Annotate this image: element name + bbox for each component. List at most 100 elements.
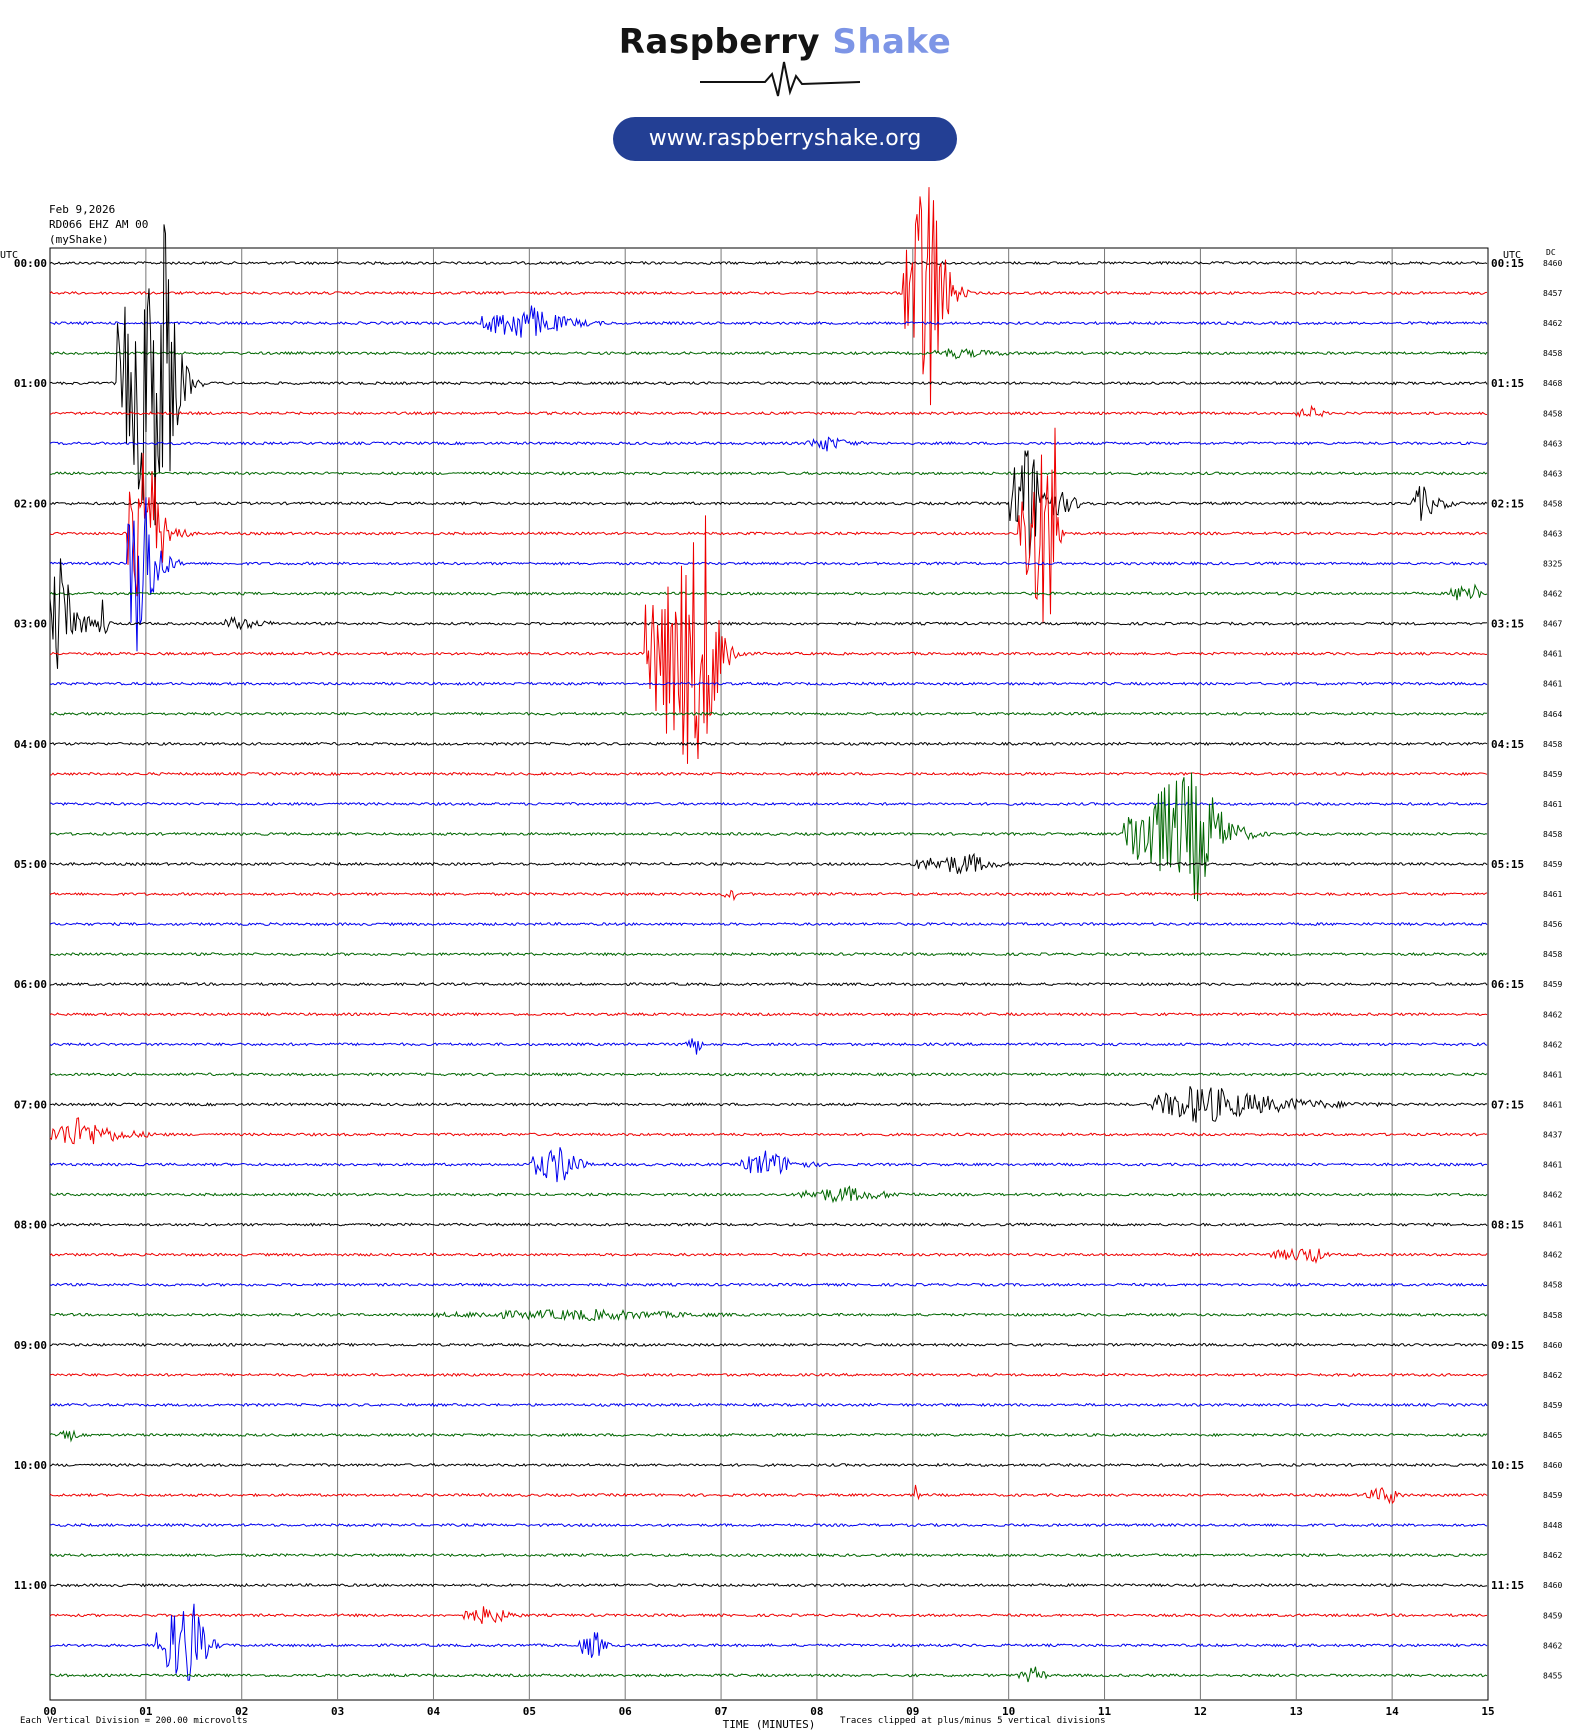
trace-line-22 [49,921,1488,927]
brand-wordmark: Raspberry Shake [0,22,1570,62]
website-url-badge[interactable]: www.raspberryshake.org [613,117,957,161]
x-tick-label: 15 [1481,1705,1494,1718]
left-hour-label: 04:00 [14,738,47,751]
trace-line-23 [49,951,1488,957]
trace-line-38 [49,1402,1488,1408]
trace-line-6 [49,436,1488,452]
dc-offset-label: 8448 [1543,1521,1562,1530]
record-date: Feb 9,2026 [49,203,116,216]
x-tick-label: 11 [1098,1705,1112,1718]
trace-line-46 [49,1603,1488,1681]
left-hour-label: 01:00 [14,377,47,390]
trace-line-9 [49,427,1488,624]
dc-offset-label: 8462 [1543,1191,1562,1200]
dc-offset-label: 8458 [1543,499,1562,508]
x-tick-label: 12 [1194,1705,1207,1718]
network-name: (myShake) [49,233,109,246]
trace-line-1 [49,187,1488,406]
trace-line-7 [49,471,1488,476]
trace-line-14 [49,681,1488,686]
trace-line-11 [49,583,1488,601]
brand-word-raspberry: Raspberry [618,22,821,62]
dc-offset-label: 8457 [1543,289,1562,298]
x-tick-label: 09 [906,1705,919,1718]
right-hour-label: 05:15 [1491,858,1524,871]
trace-line-36 [49,1342,1488,1348]
dc-offset-label: 8462 [1543,1551,1562,1560]
scale-note: Each Vertical Division = 200.00 microvol… [20,1716,248,1726]
dc-offset-label: 8461 [1543,1070,1562,1079]
dc-offset-label: 8461 [1543,800,1562,809]
dc-offset-label: 8459 [1543,980,1562,989]
x-tick-label: 07 [714,1705,727,1718]
trace-line-42 [49,1522,1488,1528]
right-hour-label: 04:15 [1491,738,1524,751]
dc-offset-label: 8460 [1543,1581,1562,1590]
left-utc-label: UTC [0,250,18,261]
dc-offset-label: 8464 [1543,710,1562,719]
dc-offset-label: 8458 [1543,830,1562,839]
left-hour-label: 05:00 [14,858,47,871]
right-hour-label: 02:15 [1491,497,1524,510]
trace-line-3 [49,348,1488,360]
x-tick-label: 10 [1002,1705,1015,1718]
left-hour-label: 07:00 [14,1098,47,1111]
dc-offset-label: 8458 [1543,349,1562,358]
x-tick-label: 01 [139,1705,153,1718]
trace-line-28 [49,1086,1488,1123]
dc-offset-label: 8437 [1543,1130,1562,1139]
left-hour-label: 02:00 [14,497,47,510]
dc-offset-label: 8461 [1543,680,1562,689]
trace-line-34 [49,1282,1488,1287]
right-utc-label: UTC [1503,250,1521,261]
dc-offset-label: 8462 [1543,319,1562,328]
dc-offset-label: 8458 [1543,1281,1562,1290]
left-hour-label: 10:00 [14,1459,47,1472]
left-hour-label: 08:00 [14,1219,47,1232]
right-hour-label: 09:15 [1491,1339,1524,1352]
dc-offset-label: 8463 [1543,529,1562,538]
trace-line-39 [49,1429,1488,1443]
trace-line-13 [49,515,1488,764]
left-hour-label: 00:00 [14,257,47,270]
left-hour-label: 03:00 [14,618,47,631]
dc-offset-label: 8468 [1543,379,1562,388]
record-header: Feb 9,2026 RD066 EHZ AM 00 (myShake) [49,202,148,247]
trace-line-29 [49,1117,1488,1145]
left-hour-label: 11:00 [14,1579,47,1592]
right-hour-label: 07:15 [1491,1098,1524,1111]
dc-offset-label: 8462 [1543,1040,1562,1049]
dc-offset-label: 8461 [1543,890,1562,899]
dc-offset-label: 8462 [1543,1641,1562,1650]
clip-note: Traces clipped at plus/minus 5 vertical … [840,1716,1106,1726]
x-tick-label: 13 [1290,1705,1303,1718]
left-hour-label: 06:00 [14,978,47,991]
dc-offset-label: 8458 [1543,950,1562,959]
trace-line-17 [49,771,1488,777]
trace-line-41 [49,1484,1488,1505]
trace-line-47 [49,1666,1488,1683]
dc-offset-label: 8461 [1543,1100,1562,1109]
trace-line-16 [49,741,1488,747]
dc-offset-label: 8462 [1543,1251,1562,1260]
trace-line-25 [49,1012,1488,1017]
dc-offset-label: 8459 [1543,860,1562,869]
right-hour-label: 00:15 [1491,257,1524,270]
x-axis-title: TIME (MINUTES) [723,1718,816,1731]
x-tick-label: 02 [235,1705,248,1718]
dc-offset-label: 8461 [1543,1221,1562,1230]
dc-offset-label: 8462 [1543,1371,1562,1380]
trace-line-33 [49,1247,1488,1265]
trace-line-8 [49,450,1488,559]
station-code: RD066 EHZ AM 00 [49,218,149,231]
trace-line-40 [49,1462,1488,1468]
trace-line-0 [49,260,1488,266]
trace-line-18 [49,801,1488,806]
dc-offset-label: 8455 [1543,1671,1562,1680]
trace-line-19 [49,772,1488,902]
dc-offset-label: 8458 [1543,740,1562,749]
dc-offset-label: 8462 [1543,1010,1562,1019]
dc-offset-label: 8467 [1543,620,1562,629]
x-tick-label: 03 [331,1705,344,1718]
dc-offset-label: 8463 [1543,469,1562,478]
